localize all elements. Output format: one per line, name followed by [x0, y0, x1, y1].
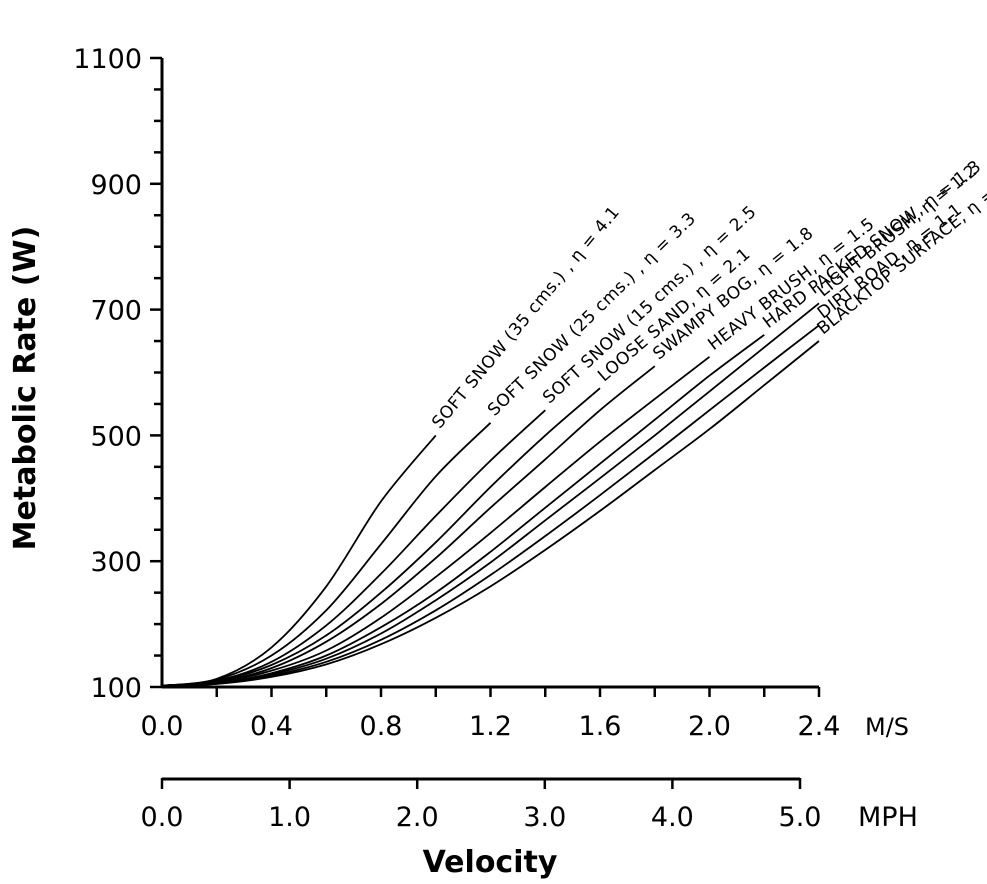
y-axis-title: Metabolic Rate (W)	[8, 226, 43, 551]
secondary-tick-label: 0.0	[141, 802, 184, 833]
series-line	[161, 422, 492, 687]
x-axis-title: Velocity	[423, 845, 558, 880]
series-line	[161, 334, 765, 687]
series-label: LOOSE SAND, η = 2.1	[594, 244, 754, 386]
x-tick-label: 0.0	[141, 711, 184, 742]
y-tick-label: 900	[90, 170, 142, 201]
series-line	[161, 302, 820, 687]
series-line	[161, 356, 711, 687]
secondary-tick-label: 5.0	[779, 802, 822, 833]
series-line	[161, 324, 820, 687]
y-tick-label: 100	[90, 673, 142, 704]
series-line	[161, 365, 656, 687]
series-line	[161, 387, 601, 687]
x-unit-mph: MPH	[858, 802, 918, 833]
secondary-tick-label: 2.0	[396, 802, 439, 833]
secondary-tick-label: 3.0	[523, 802, 566, 833]
x-axis-secondary: 0.0 1.0 2.0 3.0 4.0 5.0 MPH	[141, 777, 918, 833]
x-tick-label: 0.8	[360, 711, 403, 742]
y-tick-label: 1100	[73, 44, 142, 75]
secondary-tick-label: 4.0	[651, 802, 694, 833]
x-axis-primary: 0.0 0.4 0.8 1.2 1.6 2.0 2.4 M/S	[141, 685, 909, 742]
curves	[161, 302, 820, 687]
x-tick-label: 2.0	[688, 711, 731, 742]
x-tick-label: 1.6	[579, 711, 622, 742]
y-tick-label: 500	[90, 421, 142, 452]
series-line	[161, 340, 820, 687]
x-tick-label: 0.4	[250, 711, 293, 742]
y-axis: 100 300 500 700 900 1100	[73, 44, 164, 704]
y-tick-label: 300	[90, 547, 142, 578]
x-tick-label: 1.2	[469, 711, 512, 742]
series-line	[161, 409, 546, 687]
y-tick-label: 700	[90, 296, 142, 327]
secondary-tick-label: 1.0	[268, 802, 311, 833]
x-unit-ms: M/S	[865, 713, 909, 741]
x-tick-label: 2.4	[798, 711, 841, 742]
